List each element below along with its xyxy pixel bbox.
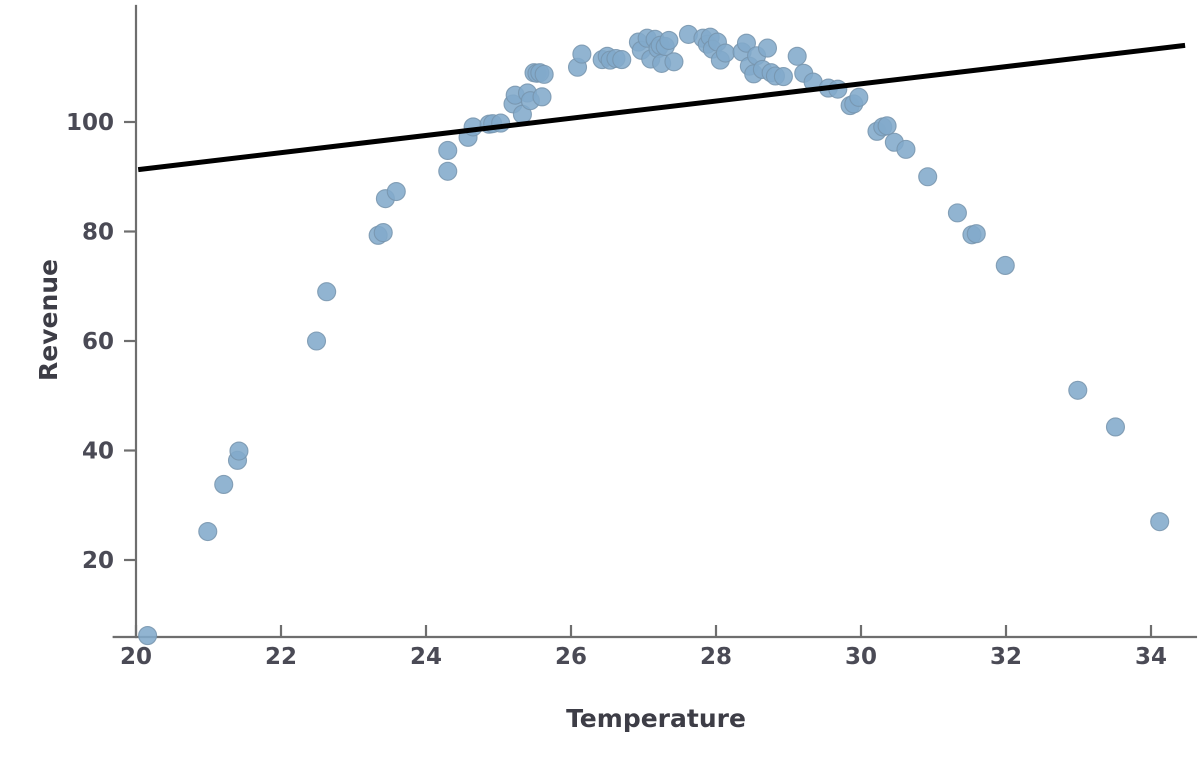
data-point [896,139,916,159]
x-tick-label-22: 22 [265,644,297,670]
trend-line [137,42,1186,173]
data-point [229,441,249,461]
x-tick-label-28: 28 [700,644,732,670]
data-point [214,474,234,495]
data-point [918,167,938,187]
data-point [572,44,592,64]
data-point [715,43,735,63]
data-points-group [138,24,1170,646]
data-point [664,52,684,72]
x-tick-label-30: 30 [845,644,877,670]
data-point [1150,512,1170,532]
axes-group [112,4,1198,639]
trend-line-group [137,42,1186,173]
data-point [138,626,158,646]
x-tick-label-24: 24 [410,644,442,670]
data-point [966,224,986,244]
y-tick-label-80: 80 [82,220,114,246]
data-point [947,203,967,223]
data-point [877,116,897,136]
data-point [198,521,218,542]
data-point [659,30,679,50]
data-point [757,38,778,58]
data-point [773,67,793,87]
x-tick-label-20: 20 [120,644,152,670]
y-tick-label-60: 60 [82,329,114,355]
tick-labels-group: 20 22 24 26 28 30 32 34 20 40 60 80 100 [66,110,1167,670]
data-point [1105,417,1126,437]
x-axis-title: Temperature [566,704,746,733]
data-point [386,181,406,202]
data-point [317,282,337,302]
data-point [373,223,393,243]
data-point [306,331,327,351]
data-point [438,140,458,161]
data-point [736,33,757,53]
data-point [995,255,1015,276]
x-tick-label-34: 34 [1135,644,1167,670]
y-tick-label-100: 100 [66,110,114,136]
data-point [849,87,869,107]
y-tick-label-40: 40 [82,439,114,465]
x-tick-label-32: 32 [990,644,1022,670]
data-point [532,87,552,107]
data-point [438,161,458,181]
y-tick-label-20: 20 [82,548,114,574]
data-point [612,50,632,70]
x-tick-label-26: 26 [555,644,587,670]
data-point [534,64,554,84]
data-point [787,46,807,66]
y-axis-title: Revenue [34,259,63,381]
data-point [1068,380,1088,400]
